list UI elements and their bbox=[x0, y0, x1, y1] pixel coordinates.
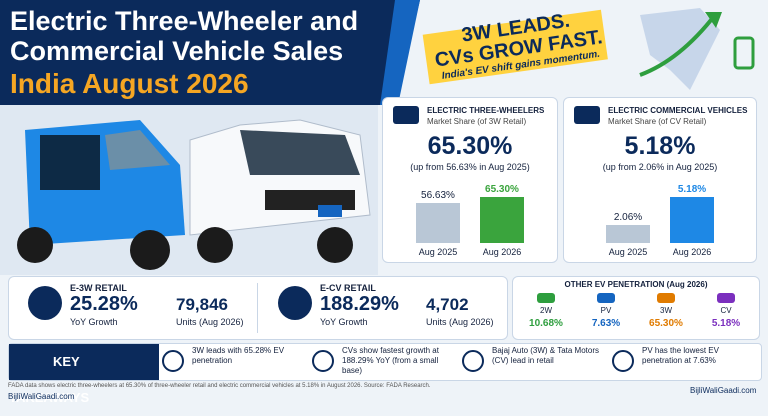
penetration-value: 10.68% bbox=[529, 318, 563, 329]
stat-growth-label: YoY Growth bbox=[320, 317, 368, 327]
stat-growth-label: YoY Growth bbox=[70, 317, 118, 327]
takeaway-icon bbox=[162, 350, 184, 372]
panel-headline: 5.18% bbox=[624, 132, 696, 160]
bar-category: Aug 2026 bbox=[482, 247, 522, 257]
stat-growth: 25.28% bbox=[70, 293, 138, 315]
bar bbox=[480, 197, 524, 243]
stat-icon bbox=[278, 286, 312, 320]
takeaways-heading: KEY TAKEAWAYS bbox=[9, 344, 159, 405]
stat-growth: 188.29% bbox=[320, 293, 399, 315]
bar bbox=[670, 197, 714, 243]
penetration-label: CV bbox=[720, 306, 732, 315]
penetration-value: 5.18% bbox=[711, 318, 741, 329]
other-penetration: OTHER EV PENETRATION (Aug 2026) bbox=[512, 276, 760, 340]
panel-title: ELECTRIC COMMERCIAL VEHICLES bbox=[608, 106, 748, 115]
bar-value-label: 56.63% bbox=[421, 190, 455, 202]
bar-value-label: 65.30% bbox=[485, 184, 519, 195]
takeaways: KEY TAKEAWAYS bbox=[8, 343, 762, 405]
penetration-icon bbox=[537, 293, 555, 303]
takeaway-text: CVs show fastest growth at 188.29% YoY (… bbox=[342, 346, 439, 375]
penetration-label: PV bbox=[600, 306, 612, 315]
bar-category: Aug 2025 bbox=[608, 247, 648, 257]
takeaway-icon bbox=[462, 350, 484, 372]
header-bg bbox=[0, 0, 755, 105]
title-line: Commercial Vehicle Sales bbox=[10, 36, 344, 66]
retail-stats bbox=[8, 276, 508, 340]
title-line: India August 2026 bbox=[10, 68, 249, 99]
footnote: FADA data shows electric three-wheelers … bbox=[8, 383, 431, 389]
penetration-title: OTHER EV PENETRATION (Aug 2026) bbox=[564, 280, 708, 289]
penetration-value: 7.63% bbox=[591, 318, 621, 329]
takeaway-icon bbox=[612, 350, 634, 372]
site-name: BijliWaliGaadi.com bbox=[690, 386, 757, 395]
panel-headline: 65.30% bbox=[427, 132, 513, 160]
bar-value-label: 5.18% bbox=[677, 184, 707, 195]
stat-icon bbox=[28, 286, 62, 320]
takeaway-icon bbox=[312, 350, 334, 372]
takeaway-text: 3W leads with 65.28% EV penetration bbox=[192, 346, 285, 365]
vehicle-illustration bbox=[0, 105, 378, 275]
share-panel: ELECTRIC COMMERCIAL VEHICLES Market Share… bbox=[563, 97, 757, 263]
vehicle-icon bbox=[574, 106, 600, 124]
title-line: Electric Three-Wheeler and bbox=[10, 6, 359, 36]
bar bbox=[606, 224, 650, 243]
penetration-icon bbox=[657, 293, 675, 303]
penetration-icon bbox=[717, 293, 735, 303]
penetration-label: 3W bbox=[660, 306, 672, 315]
penetration-label: 2W bbox=[540, 306, 552, 315]
panel-change: (up from 2.06% in Aug 2025) bbox=[602, 162, 718, 172]
panel-change: (up from 56.63% in Aug 2025) bbox=[410, 162, 530, 172]
panel-subtitle: Market Share (of CV Retail) bbox=[608, 117, 707, 126]
vehicle-icon bbox=[393, 106, 419, 124]
bar bbox=[416, 203, 460, 243]
penetration-value: 65.30% bbox=[649, 318, 683, 329]
stat-units: 79,846 bbox=[176, 295, 228, 314]
bar-value-label: 2.06% bbox=[613, 211, 643, 223]
bar-category: Aug 2026 bbox=[672, 247, 712, 257]
penetration-icon bbox=[597, 293, 615, 303]
stat-units-label: Units (Aug 2026) bbox=[426, 317, 494, 327]
site-name: BijliWaliGaadi.com bbox=[8, 392, 75, 401]
takeaway-text: PV has the lowest EV penetration at 7.63… bbox=[642, 346, 719, 365]
takeaway-text: Bajaj Auto (3W) & Tata Motors (CV) lead … bbox=[492, 346, 600, 365]
bar-category: Aug 2025 bbox=[418, 247, 458, 257]
panel-subtitle: Market Share (of 3W Retail) bbox=[427, 117, 527, 126]
panel-title: ELECTRIC THREE-WHEELERS bbox=[427, 106, 545, 115]
stat-label: E-CV RETAIL bbox=[320, 283, 376, 293]
stat-units-label: Units (Aug 2026) bbox=[176, 317, 244, 327]
share-panel: ELECTRIC THREE-WHEELERS Market Share (of … bbox=[382, 97, 558, 263]
stat-label: E-3W RETAIL bbox=[70, 283, 127, 293]
stat-units: 4,702 bbox=[426, 295, 469, 314]
infographic: Electric Three-Wheeler and Commercial Ve… bbox=[0, 0, 762, 405]
